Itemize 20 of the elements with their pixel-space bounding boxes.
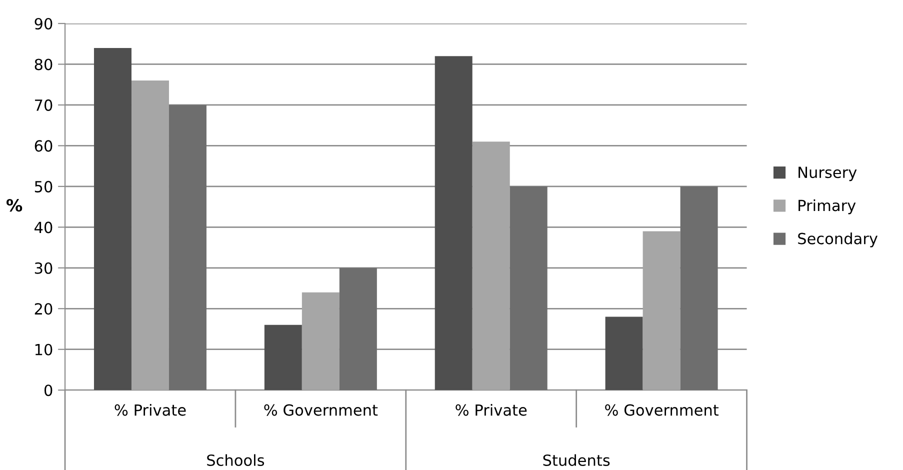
legend-label: Primary bbox=[798, 199, 856, 214]
y-tick-label: 50 bbox=[34, 180, 52, 192]
x-tick-label: % Government bbox=[605, 404, 719, 416]
text: Schools bbox=[207, 454, 264, 466]
y-tick-label: 80 bbox=[34, 58, 52, 70]
y-tick-label: 30 bbox=[34, 262, 52, 274]
legend-label: Secondary bbox=[798, 232, 878, 248]
text: Students bbox=[543, 454, 610, 466]
y-tick-label: 90 bbox=[34, 18, 52, 30]
x-tick-label: % Private bbox=[114, 404, 186, 416]
y-tick-label: 60 bbox=[34, 140, 52, 152]
y-axis-title: % bbox=[6, 199, 22, 212]
y-tick-label: 10 bbox=[35, 344, 52, 356]
x-tick-label: % Government bbox=[264, 404, 378, 416]
y-tick-label: 20 bbox=[34, 303, 52, 315]
y-tick-label: 0 bbox=[44, 384, 52, 396]
y-tick-label: 70 bbox=[35, 99, 52, 111]
x-tick-label: % Private bbox=[456, 404, 527, 416]
legend-label: Nursery bbox=[798, 166, 857, 182]
y-tick-label: 40 bbox=[34, 222, 52, 234]
